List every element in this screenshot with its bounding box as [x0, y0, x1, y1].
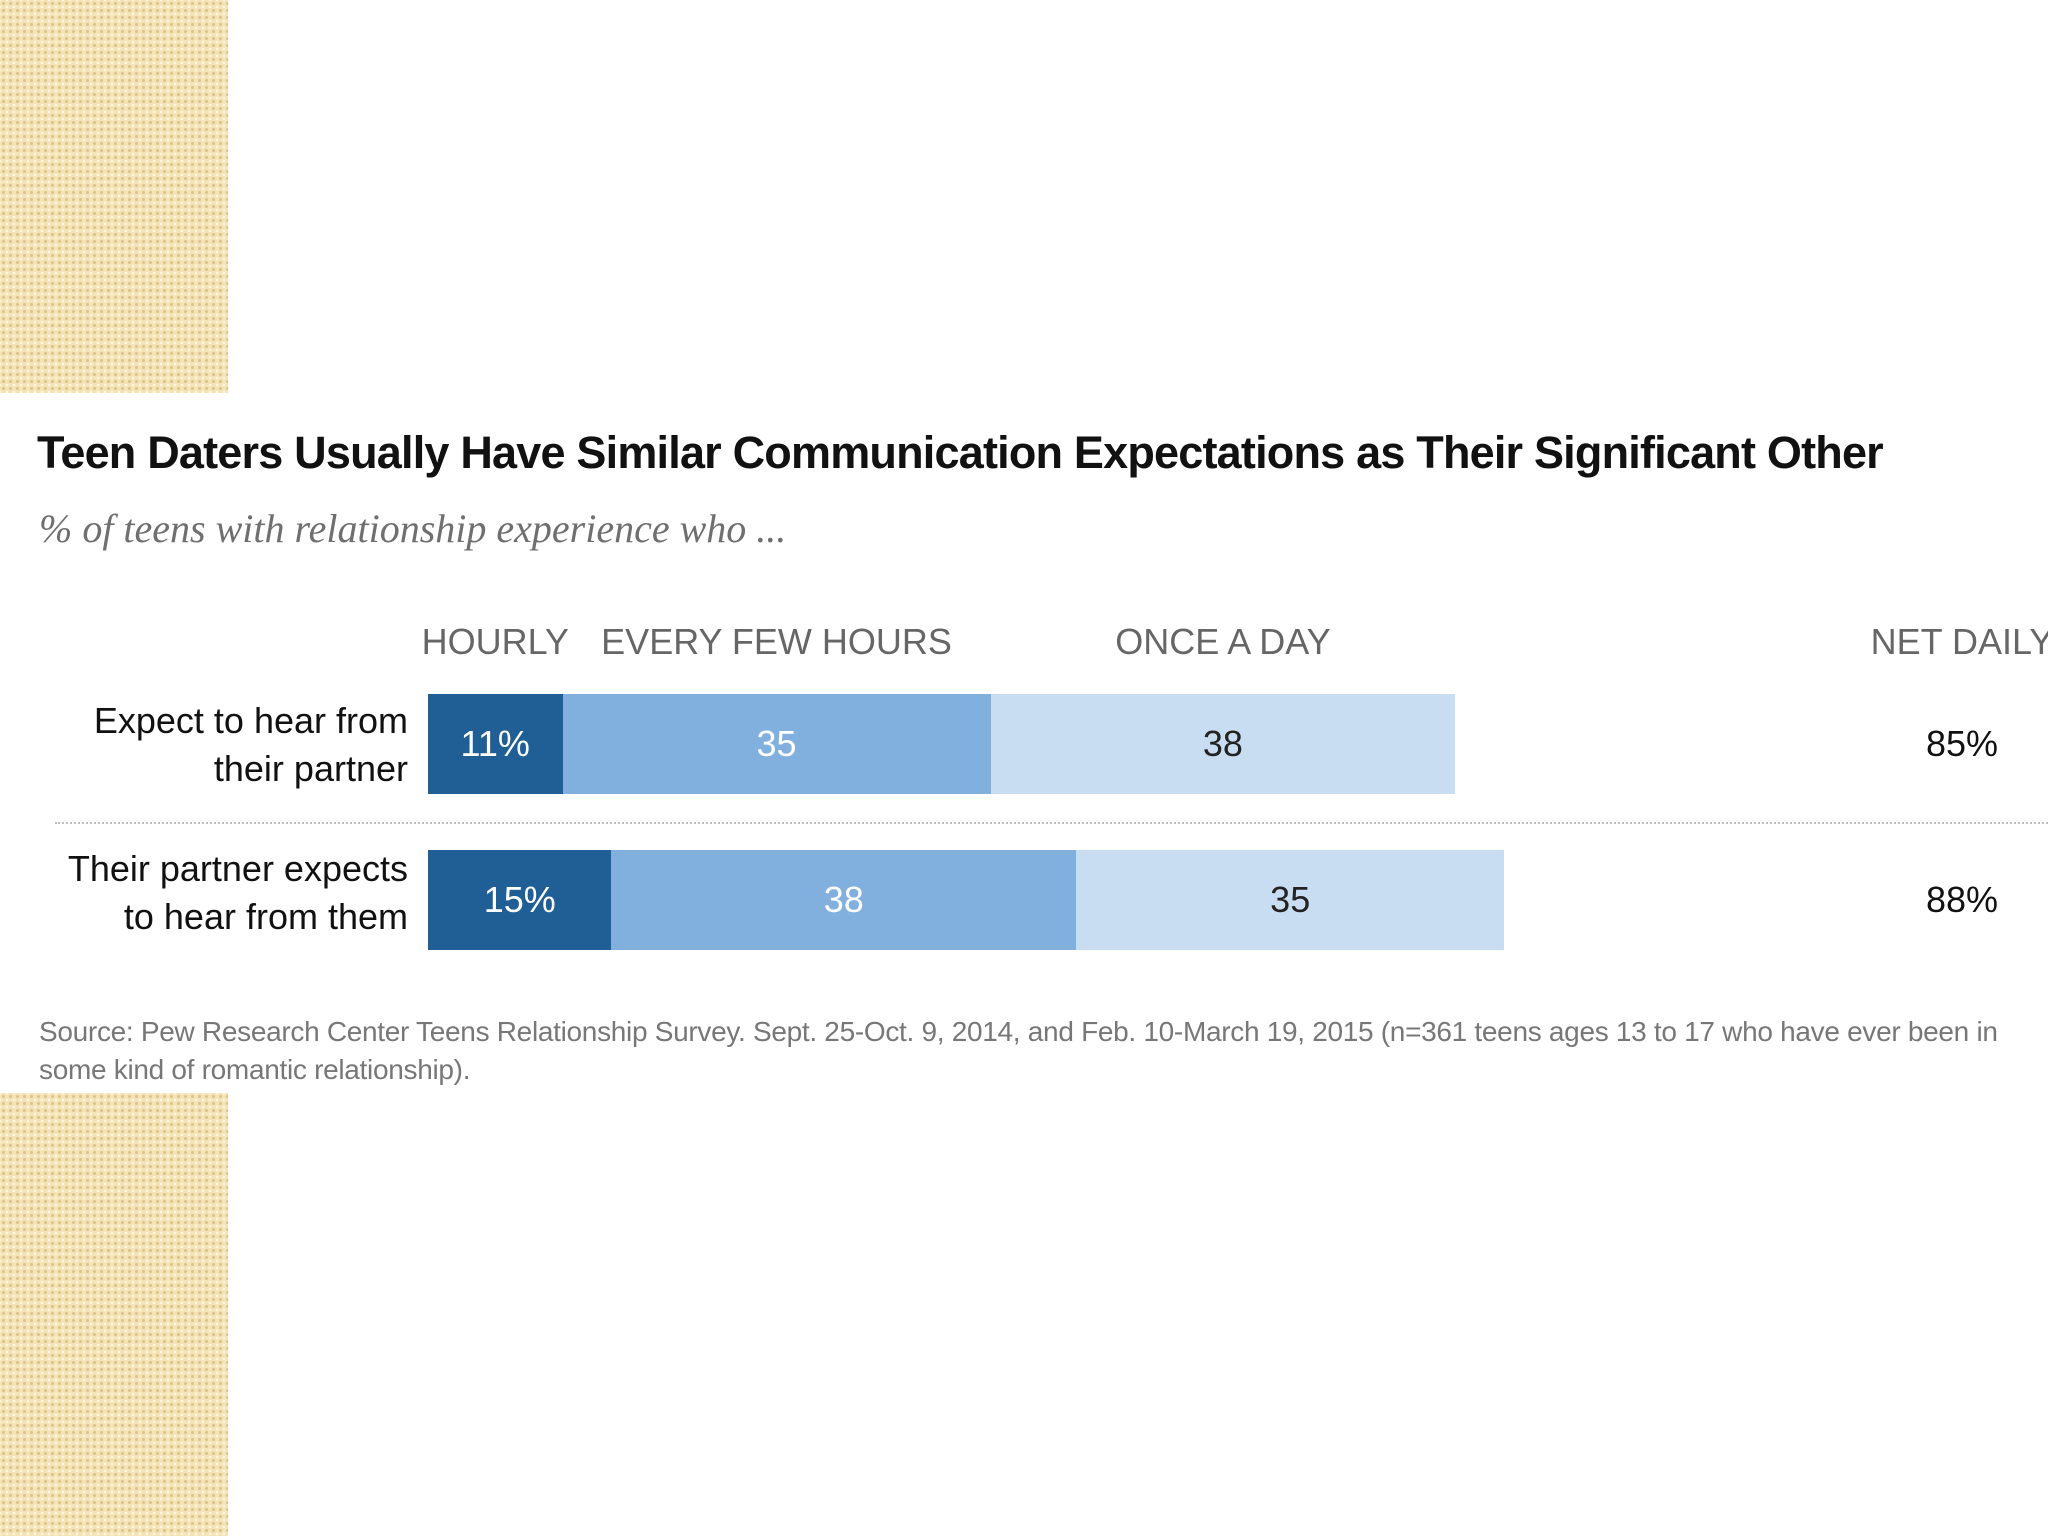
data-label-once-a-day: 38: [1202, 723, 1243, 764]
row-label-line: Their partner expects: [67, 848, 408, 889]
column-header-once-a-day: ONCE A DAY: [1115, 621, 1331, 662]
row-label-partner-expects: Their partner expects to hear from them: [48, 845, 408, 941]
decorative-side-strip-bottom: [0, 1093, 228, 1536]
row-label-line: Expect to hear from: [93, 700, 408, 741]
source-note: Source: Pew Research Center Teens Relati…: [39, 1016, 1998, 1085]
column-header-every-few-hours: EVERY FEW HOURS: [601, 621, 952, 662]
data-label-every-few-hours: 38: [823, 879, 864, 920]
bar-every-few-hours: [611, 850, 1077, 950]
bar-hourly: [428, 694, 563, 794]
data-label-hourly: 15%: [483, 879, 556, 920]
column-header-net-daily: NET DAILY: [1870, 621, 2048, 662]
chart-title: Teen Daters Usually Have Similar Communi…: [37, 427, 1884, 478]
row-label-line: to hear from them: [123, 896, 408, 937]
chart-subtitle: % of teens with relationship experience …: [39, 506, 787, 551]
data-label-hourly: 11%: [460, 723, 530, 764]
column-header-hourly: HOURLY: [421, 621, 569, 662]
bar-once-a-day: [1076, 850, 1505, 950]
bar-once-a-day: [990, 694, 1456, 794]
data-label-net-daily: 85%: [1925, 723, 1999, 764]
chart-panel: Teen Daters Usually Have Similar Communi…: [0, 393, 2048, 1093]
row-label-line: their partner: [213, 748, 408, 789]
data-label-every-few-hours: 35: [756, 723, 797, 764]
data-label-once-a-day: 35: [1270, 879, 1311, 920]
bar-every-few-hours: [562, 694, 991, 794]
row-label-expect-to-hear: Expect to hear from their partner: [48, 697, 408, 793]
row-divider: [55, 822, 2048, 824]
bar-hourly: [428, 850, 612, 950]
decorative-side-strip-top: [0, 0, 228, 393]
data-label-net-daily: 88%: [1925, 879, 1999, 920]
